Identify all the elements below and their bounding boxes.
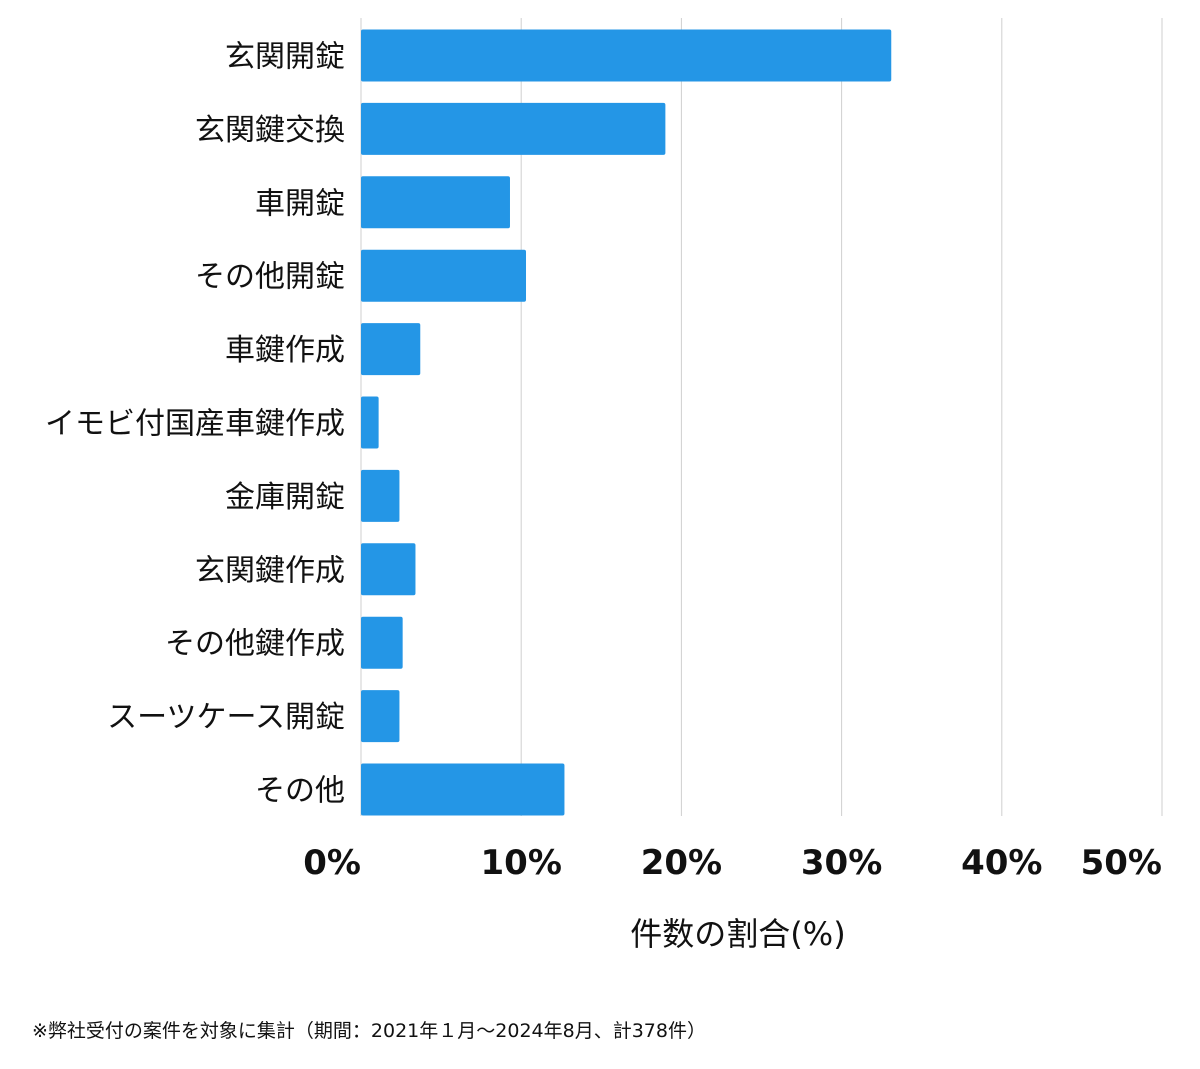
category-label: 玄関鍵交換: [195, 113, 345, 148]
x-tick-labels: 0% 10% 20% 30% 40% 50%: [303, 843, 1162, 883]
x-tick-label: 10%: [481, 843, 562, 883]
bar: [361, 102, 666, 155]
category-label: 車鍵作成: [225, 333, 345, 368]
category-label: イモビ付国産車鍵作成: [45, 407, 345, 442]
bar: [361, 616, 403, 669]
bar: [361, 176, 510, 229]
bar: [361, 543, 416, 596]
x-axis-title: 件数の割合(%): [630, 915, 845, 953]
category-label: 玄関開錠: [225, 40, 345, 75]
category-label: 金庫開錠: [225, 480, 345, 515]
bar: [361, 29, 892, 82]
bar: [361, 690, 400, 743]
x-tick-label: 30%: [801, 843, 882, 883]
bars: [361, 29, 892, 816]
bar: [361, 323, 421, 376]
bar: [361, 396, 379, 449]
bar: [361, 469, 400, 522]
bar: [361, 249, 527, 302]
x-tick-label: 50%: [1081, 843, 1162, 883]
bar: [361, 763, 565, 816]
category-label: 車開錠: [255, 186, 345, 221]
category-label: その他: [255, 774, 345, 809]
category-label: スーツケース開錠: [107, 700, 345, 735]
category-label: その他鍵作成: [165, 627, 345, 662]
x-tick-label: 40%: [961, 843, 1042, 883]
category-label: その他開錠: [195, 260, 345, 295]
x-tick-label: 0%: [303, 843, 361, 883]
footnote: ※弊社受付の案件を対象に集計（期間：2021年１月〜2024年8月、計378件）: [32, 1020, 706, 1042]
bar-chart: 玄関開錠玄関鍵交換車開錠その他開錠車鍵作成イモビ付国産車鍵作成金庫開錠玄関鍵作成…: [45, 18, 1163, 953]
x-tick-label: 20%: [641, 843, 722, 883]
category-labels: 玄関開錠玄関鍵交換車開錠その他開錠車鍵作成イモビ付国産車鍵作成金庫開錠玄関鍵作成…: [45, 40, 345, 809]
category-label: 玄関鍵作成: [195, 553, 345, 588]
